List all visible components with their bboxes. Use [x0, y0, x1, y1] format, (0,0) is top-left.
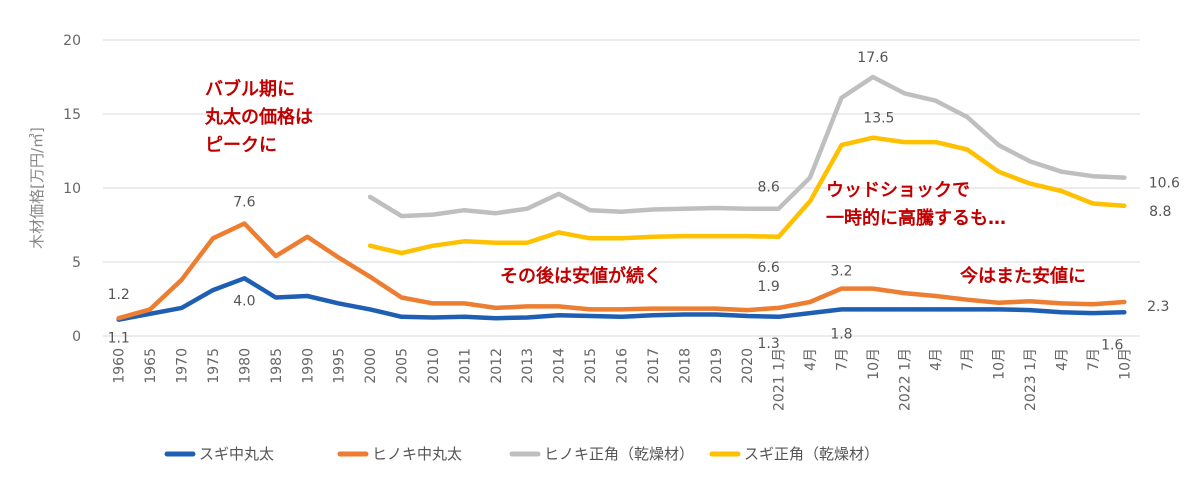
x-tick-label: 2018 — [677, 348, 693, 384]
x-tick-label: 4月 — [929, 348, 945, 371]
x-tick-label: 1985 — [269, 348, 285, 384]
data-label: 8.8 — [1149, 204, 1171, 220]
x-tick-label: 7月 — [834, 348, 850, 371]
series-line-3 — [367, 135, 1127, 256]
x-tick-label: 2019 — [709, 348, 725, 384]
data-label: 10.6 — [1149, 176, 1180, 192]
series-line-1 — [116, 221, 1127, 321]
annotation-text: 今はまた安値に — [960, 265, 1086, 287]
data-label: 1.9 — [757, 279, 779, 295]
data-label: 7.6 — [233, 195, 255, 211]
x-tick-label: 10月 — [1117, 348, 1133, 380]
y-tick-label: 0 — [72, 329, 81, 345]
x-tick-label: 2022 1月 — [897, 348, 913, 411]
x-tick-label: 1995 — [332, 348, 348, 384]
annotation-text: 丸太の価格は — [204, 106, 313, 128]
x-tick-label: 1990 — [300, 348, 316, 384]
x-tick-label: 2020 — [740, 348, 756, 384]
annotation-text: その後は安値が続く — [500, 265, 662, 287]
data-label: 8.6 — [757, 180, 779, 196]
x-tick-label: 2016 — [615, 348, 631, 384]
data-label: 17.6 — [857, 50, 888, 66]
y-tick-label: 5 — [72, 255, 81, 271]
y-axis-label: 木材価格[万円/㎥] — [28, 127, 46, 249]
series-line-2 — [367, 74, 1127, 219]
data-label: 1.2 — [108, 287, 130, 303]
data-label: 1.3 — [757, 336, 779, 352]
legend-item-label: スギ中丸太 — [199, 445, 274, 463]
series-lines — [116, 74, 1127, 322]
x-tick-label: 1970 — [175, 348, 191, 384]
x-tick-label: 1980 — [237, 348, 253, 384]
x-tick-label: 2010 — [426, 348, 442, 384]
x-tick-label: 1960 — [112, 348, 128, 384]
x-tick-label: 2015 — [583, 348, 599, 384]
x-tick-label: 1965 — [143, 348, 159, 384]
legend-item-label: ヒノキ中丸太 — [372, 445, 462, 463]
gridlines — [103, 39, 1140, 337]
x-tick-label: 2012 — [489, 348, 505, 384]
x-tick-label: 2017 — [646, 348, 662, 384]
x-tick-label: 2005 — [395, 348, 411, 384]
x-tick-label: 4月 — [803, 348, 819, 371]
x-tick-label: 7月 — [960, 348, 976, 371]
data-labels: 1.1 1.2 7.6 4.0 8.6 6.6 1.9 1.3 17.6 13.5 3.2 1.8 10… — [108, 50, 1180, 353]
x-tick-label: 4月 — [1054, 348, 1070, 371]
data-label: 3.2 — [830, 264, 852, 280]
legend: スギ中丸太 ヒノキ中丸太 ヒノキ正角（乾燥材） スギ正角（乾燥材） — [164, 445, 879, 463]
x-tick-label: 2023 1月 — [1023, 348, 1039, 411]
annotation-text: ウッドショックで — [826, 180, 970, 201]
data-label: 1.6 — [1101, 337, 1123, 353]
x-tick-label: 1975 — [206, 348, 222, 384]
series-line-0 — [116, 276, 1127, 322]
y-tick-label: 20 — [63, 33, 81, 49]
x-tick-label: 7月 — [1086, 348, 1102, 371]
data-label: 13.5 — [863, 111, 894, 127]
x-tick-label: 2011 — [457, 348, 473, 384]
x-tick-label: 10月 — [866, 348, 882, 380]
x-tick-label: 10月 — [992, 348, 1008, 380]
data-label: 1.1 — [108, 331, 130, 347]
y-tick-label: 10 — [63, 181, 81, 197]
data-label: 2.3 — [1147, 299, 1169, 315]
annotation-text: 一時的に高騰するも… — [826, 207, 1006, 229]
x-tick-label: 2021 1月 — [772, 348, 788, 411]
x-tick-label: 2014 — [552, 348, 568, 384]
data-label: 6.6 — [757, 260, 779, 276]
x-tick-label: 2013 — [520, 348, 536, 384]
data-label: 1.8 — [830, 326, 852, 342]
data-label: 4.0 — [233, 293, 255, 309]
y-tick-label: 15 — [63, 107, 81, 123]
x-axis-ticks: 1960 1965 1970 1975 1980 1985 1990 1995 2000 2005… — [112, 348, 1134, 411]
annotation-text: ピークに — [205, 135, 277, 156]
y-axis-ticks: 0 5 10 15 20 — [63, 33, 81, 345]
legend-item-label: ヒノキ正角（乾燥材） — [544, 445, 694, 463]
annotation-text: バブル期に — [205, 78, 295, 100]
legend-item-label: スギ正角（乾燥材） — [744, 445, 879, 463]
x-tick-label: 2000 — [363, 348, 379, 384]
